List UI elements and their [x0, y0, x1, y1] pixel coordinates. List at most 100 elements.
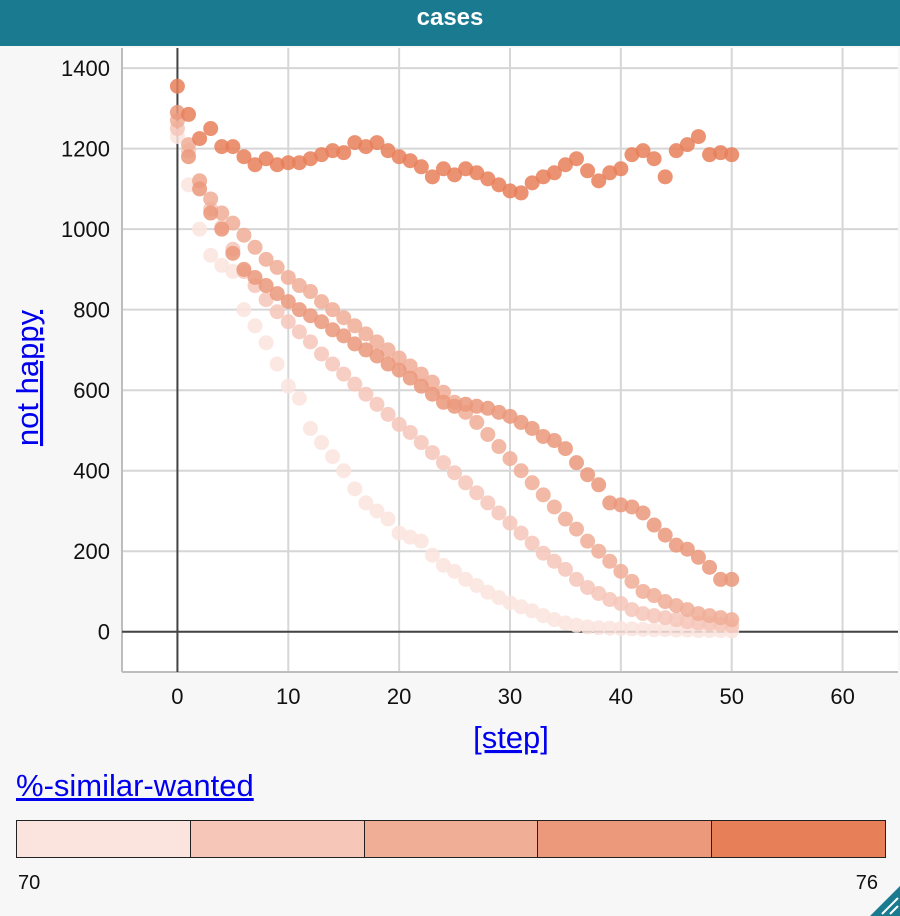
- data-point: [569, 455, 585, 471]
- data-point: [569, 617, 585, 633]
- data-point: [724, 612, 740, 628]
- data-point: [302, 308, 318, 324]
- data-point: [280, 378, 296, 394]
- data-point: [214, 205, 230, 221]
- data-points: [169, 78, 740, 639]
- data-point: [602, 495, 618, 511]
- data-point: [435, 455, 451, 471]
- data-point: [657, 610, 673, 626]
- color-legend-swatch: [17, 821, 191, 857]
- data-point: [535, 545, 551, 561]
- data-point: [591, 477, 607, 493]
- data-point: [325, 356, 341, 372]
- data-point: [225, 263, 241, 279]
- data-point: [291, 278, 307, 294]
- data-point: [624, 621, 640, 637]
- data-point: [690, 549, 706, 565]
- data-point: [325, 302, 341, 318]
- data-point: [657, 622, 673, 638]
- data-point: [269, 157, 285, 173]
- data-point: [203, 205, 219, 221]
- data-point: [380, 511, 396, 527]
- data-point: [724, 571, 740, 587]
- data-point: [391, 350, 407, 366]
- x-axis-label[interactable]: [step]: [473, 720, 549, 755]
- data-point: [347, 318, 363, 334]
- data-point: [569, 521, 585, 537]
- data-point: [280, 314, 296, 330]
- y-axis-label[interactable]: not happy: [10, 309, 45, 446]
- data-point: [358, 342, 374, 358]
- data-point: [502, 451, 518, 467]
- data-point: [302, 334, 318, 350]
- data-point: [469, 577, 485, 593]
- data-point: [424, 445, 440, 461]
- data-point: [524, 535, 540, 551]
- color-legend-title[interactable]: %-similar-wanted: [16, 768, 254, 803]
- y-tick-label: 200: [73, 539, 110, 564]
- data-point: [369, 334, 385, 350]
- data-point: [469, 414, 485, 430]
- data-point: [325, 449, 341, 465]
- data-point: [424, 386, 440, 402]
- data-point: [635, 143, 651, 159]
- data-point: [258, 335, 274, 351]
- data-point: [236, 302, 252, 318]
- data-point: [369, 396, 385, 412]
- y-tick-label: 400: [73, 459, 110, 484]
- data-point: [480, 426, 496, 442]
- data-point: [591, 585, 607, 601]
- data-point: [624, 499, 640, 515]
- data-point: [192, 181, 208, 197]
- data-point: [513, 463, 529, 479]
- data-point: [613, 621, 629, 637]
- data-point: [358, 326, 374, 342]
- data-point: [291, 302, 307, 318]
- data-point: [502, 183, 518, 199]
- data-point: [524, 175, 540, 191]
- data-point: [214, 257, 230, 273]
- data-point: [169, 104, 185, 120]
- data-point: [247, 269, 263, 285]
- data-point: [613, 596, 629, 612]
- data-point: [580, 163, 596, 179]
- data-point: [181, 149, 197, 165]
- y-tick-label: 1400: [61, 56, 110, 81]
- data-point: [413, 378, 429, 394]
- data-point: [458, 396, 474, 412]
- data-point: [513, 185, 529, 201]
- data-point: [635, 606, 651, 622]
- series-76: [169, 78, 740, 201]
- data-point: [380, 406, 396, 422]
- series-70: [169, 129, 740, 639]
- data-point: [325, 322, 341, 338]
- data-point: [203, 121, 219, 137]
- data-point: [214, 221, 230, 237]
- data-point: [646, 588, 662, 604]
- data-point: [491, 505, 507, 521]
- chart-title: cases: [416, 4, 484, 31]
- data-point: [413, 159, 429, 175]
- data-point: [258, 292, 274, 308]
- data-point: [646, 151, 662, 167]
- data-point: [435, 557, 451, 573]
- data-point: [258, 278, 274, 294]
- data-point: [668, 622, 684, 638]
- data-point: [424, 547, 440, 563]
- x-tick-label: 60: [830, 684, 854, 709]
- data-point: [713, 610, 729, 626]
- data-point: [314, 294, 330, 310]
- data-point: [668, 612, 684, 628]
- data-point: [247, 239, 263, 255]
- data-point: [325, 143, 341, 159]
- data-point: [591, 620, 607, 636]
- data-point: [657, 169, 673, 185]
- data-point: [302, 284, 318, 300]
- x-tick-label: 10: [276, 684, 300, 709]
- y-tick-label: 800: [73, 298, 110, 323]
- data-point: [469, 165, 485, 181]
- data-point: [646, 517, 662, 533]
- resize-handle-icon[interactable]: [870, 886, 900, 916]
- data-point: [225, 139, 241, 155]
